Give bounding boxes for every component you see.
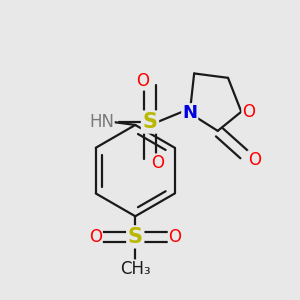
Text: O: O [248,151,261,169]
Text: S: S [128,227,143,247]
Text: O: O [151,154,164,172]
Text: HN: HN [89,113,114,131]
Text: O: O [169,228,182,246]
Text: N: N [182,104,197,122]
Text: S: S [142,112,158,132]
Text: CH₃: CH₃ [120,260,151,278]
Text: O: O [136,72,149,90]
Text: O: O [89,228,102,246]
Text: O: O [242,103,255,121]
